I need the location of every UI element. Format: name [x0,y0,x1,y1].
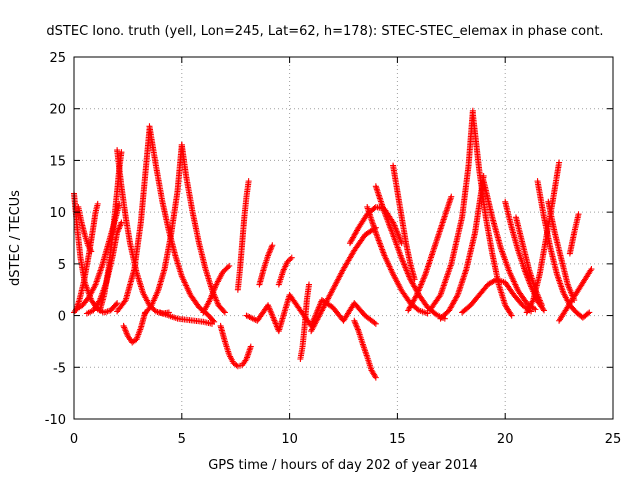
x-tick-label: 15 [389,432,406,447]
series-track [275,254,295,288]
data-point [247,343,254,350]
series-track [308,224,379,335]
y-tick-label: 10 [49,206,66,221]
y-tick-label: -10 [45,413,66,428]
data-point [480,172,487,179]
data-point [588,266,595,273]
series-track [297,281,313,363]
x-tick-label: 25 [605,432,622,447]
data-point-fill [371,319,378,326]
data-point-fill [453,293,460,300]
series-track [178,141,228,316]
series-track [73,200,123,313]
data-point [226,262,233,269]
series-track [217,322,254,370]
data-point-fill [113,301,120,308]
data-point [541,307,548,314]
data-point [532,306,539,313]
series-track [364,203,431,317]
y-tick-label: -5 [53,361,66,376]
grid-lines [74,57,613,419]
data-point-fill [224,264,231,271]
series-track [142,141,185,317]
data-point [118,219,125,226]
series-track [469,110,515,319]
series-track [545,198,578,304]
y-tick-label: 0 [58,310,66,325]
data-point [245,178,252,185]
series-track [157,309,215,327]
data-points [71,107,595,381]
data-point [556,159,563,166]
data-point [221,309,228,316]
x-axis: 0 5 10 15 20 25 [70,57,621,447]
x-tick-label: 0 [70,432,78,447]
data-point [114,300,121,307]
data-point-fill [287,256,294,263]
data-point [448,193,455,200]
plot-frame [73,56,614,420]
data-point [284,258,291,265]
y-tick-label: 15 [49,154,66,169]
data-point [208,320,215,327]
series-track [566,211,582,257]
x-tick-label: 10 [281,432,298,447]
series-track [120,309,149,346]
data-point [538,302,545,309]
data-point-fill [220,308,227,315]
data-point [88,248,95,255]
data-point-fill [371,373,378,380]
data-point [575,211,582,218]
series-track [523,159,563,316]
series-track [234,178,252,293]
series-track [480,178,539,313]
data-point-fill [413,293,420,300]
series-track [556,266,595,324]
chart-title: dSTEC Iono. truth (yell, Lon=245, Lat=62… [46,24,603,39]
data-point [372,374,379,381]
x-tick-label: 20 [497,432,514,447]
data-point-fill [285,257,292,264]
series-track [351,317,379,381]
data-point [269,242,276,249]
series-track [243,291,379,335]
data-point [94,200,101,207]
data-point [424,310,431,317]
data-point [411,276,418,283]
series-track [405,193,455,314]
series-track [146,123,218,325]
data-point [508,312,515,319]
data-point-fill [540,306,547,313]
data-point [372,320,379,327]
data-point-fill [584,310,591,317]
data-point [586,309,593,316]
series-track [200,262,233,316]
data-point [306,281,313,288]
series-track [512,214,545,309]
y-tick-label: 20 [49,103,66,118]
x-axis-label: GPS time / hours of day 202 of year 2014 [208,458,478,473]
series-track [256,242,276,288]
series-track [437,172,487,322]
series-track [426,107,476,314]
x-tick-label: 5 [178,432,186,447]
y-axis-label: dSTEC / TECUs [8,190,23,286]
y-axis: -10 -5 0 5 10 15 20 25 [45,51,613,428]
y-tick-label: 5 [58,258,66,273]
y-tick-label: 25 [49,51,66,66]
series-track [390,162,418,283]
data-point [288,254,295,261]
data-point-fill [210,317,217,324]
